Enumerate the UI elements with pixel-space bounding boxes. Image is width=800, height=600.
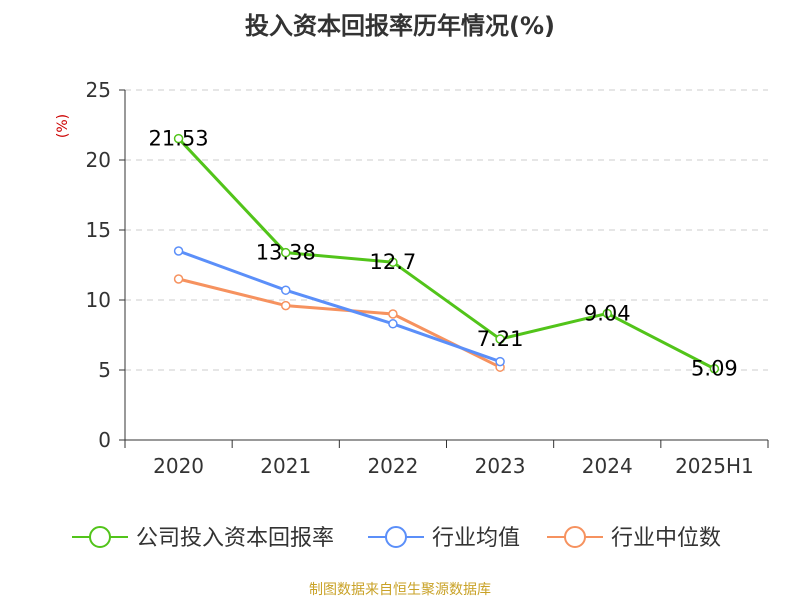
- data-point: [388, 257, 398, 267]
- y-tick-label: 0: [98, 428, 111, 452]
- y-tick-label: 5: [98, 358, 111, 382]
- x-tick-label: 2022: [367, 454, 418, 478]
- axis-layer: 0 5 10 15 20 25 2020 2021 2022 2023 2024 2025H1: [86, 78, 769, 478]
- data-point: [173, 133, 184, 144]
- data-label: 21.53: [149, 127, 209, 151]
- x-tick-label: 2023: [475, 454, 526, 478]
- data-point: [388, 319, 398, 329]
- data-point: [173, 246, 184, 256]
- grid-layer: [125, 89, 768, 371]
- chart-title: 投入资本回报率历年情况(%): [245, 12, 555, 40]
- data-point: [602, 308, 612, 319]
- x-tick-label: 2020: [153, 454, 204, 478]
- data-point: [173, 274, 184, 284]
- series-line: [178, 249, 501, 364]
- legend-swatch-marker: [89, 526, 111, 548]
- data-label: 7.21: [477, 327, 524, 351]
- legend-label: 公司投入资本回报率: [136, 526, 334, 551]
- data-label: 9.04: [584, 301, 631, 325]
- data-label-layer: 21.53 13.38 12.7 7.21 9.04 5.09: [149, 127, 738, 381]
- data-point: [495, 334, 505, 344]
- data-point: [281, 285, 291, 295]
- legend-swatch-marker: [564, 526, 586, 548]
- y-tick-label: 20: [86, 148, 111, 172]
- data-point: [281, 300, 291, 311]
- data-label: 12.7: [370, 250, 417, 274]
- y-tick-label: 15: [86, 218, 111, 242]
- legend-swatch-marker: [385, 526, 407, 548]
- y-tick-label: 10: [86, 288, 111, 312]
- legend-label: 行业均值: [432, 526, 520, 551]
- series-line: [178, 277, 501, 369]
- x-tick-label: 2025H1: [675, 454, 754, 478]
- data-label: 13.38: [256, 241, 316, 265]
- data-point: [495, 356, 505, 367]
- data-point: [281, 247, 291, 258]
- x-tick-label: 2024: [582, 454, 633, 478]
- data-point: [388, 309, 398, 319]
- data-label: 5.09: [691, 357, 738, 381]
- series-layer: [173, 133, 720, 374]
- y-axis-label: (%): [55, 114, 71, 138]
- source-note: 制图数据来自恒生聚源数据库: [309, 582, 491, 598]
- y-tick-label: 25: [86, 78, 111, 102]
- legend-label: 行业中位数: [611, 526, 721, 551]
- series-line: [177, 137, 716, 371]
- legend: 公司投入资本回报率 行业均值 行业中位数: [72, 526, 721, 551]
- x-tick-label: 2021: [260, 454, 311, 478]
- data-point: [709, 363, 720, 374]
